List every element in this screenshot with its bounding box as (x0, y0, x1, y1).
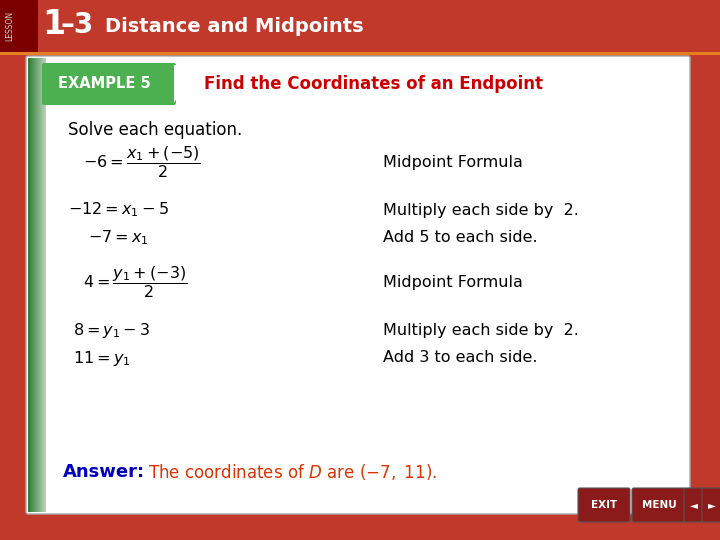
FancyBboxPatch shape (42, 63, 176, 105)
FancyBboxPatch shape (26, 56, 690, 514)
Text: EXAMPLE 5: EXAMPLE 5 (58, 77, 150, 91)
Bar (29, 58, 30, 512)
Bar (33, 58, 34, 512)
FancyBboxPatch shape (684, 488, 704, 522)
Text: LESSON: LESSON (6, 11, 14, 41)
Bar (35, 58, 36, 512)
Bar (28, 58, 29, 512)
Bar (0, 52, 720, 55)
Bar (38, 58, 39, 512)
Polygon shape (174, 65, 196, 103)
FancyBboxPatch shape (632, 488, 686, 522)
Text: Multiply each side by  2.: Multiply each side by 2. (383, 322, 579, 338)
Bar (34, 58, 35, 512)
Text: EXIT: EXIT (591, 500, 617, 510)
Text: $-12 = x_1-5$: $-12 = x_1-5$ (68, 201, 169, 219)
Text: Find the Coordinates of an Endpoint: Find the Coordinates of an Endpoint (204, 75, 543, 93)
Text: Add 5 to each side.: Add 5 to each side. (383, 231, 538, 246)
Text: Midpoint Formula: Midpoint Formula (383, 154, 523, 170)
Bar (39, 58, 40, 512)
Bar (0, 0, 720, 52)
Bar (43, 58, 44, 512)
Text: Midpoint Formula: Midpoint Formula (383, 274, 523, 289)
Bar (42, 58, 43, 512)
Text: Add 3 to each side.: Add 3 to each side. (383, 350, 538, 366)
Text: Distance and Midpoints: Distance and Midpoints (105, 17, 364, 36)
Text: $-6 = \dfrac{x_1+(-5)}{2}$: $-6 = \dfrac{x_1+(-5)}{2}$ (83, 144, 201, 180)
FancyBboxPatch shape (702, 488, 720, 522)
FancyBboxPatch shape (578, 488, 630, 522)
Bar (31, 58, 32, 512)
Text: $8 = y_1-3$: $8 = y_1-3$ (73, 321, 150, 340)
Text: –3: –3 (60, 11, 94, 39)
Bar (36, 58, 37, 512)
Bar (0, 0, 38, 52)
Bar (44, 58, 45, 512)
Text: The coordinates of $D$ are $(-7,\ 11)$.: The coordinates of $D$ are $(-7,\ 11)$. (148, 462, 437, 482)
Text: ►: ► (708, 500, 716, 510)
Text: $11 = y_1$: $11 = y_1$ (73, 348, 130, 368)
Text: Answer:: Answer: (63, 463, 145, 481)
Text: $-7 = x_1$: $-7 = x_1$ (88, 228, 148, 247)
Text: Solve each equation.: Solve each equation. (68, 121, 242, 139)
Text: MENU: MENU (642, 500, 676, 510)
Bar (32, 58, 33, 512)
Bar (41, 58, 42, 512)
Bar (37, 58, 38, 512)
Bar (30, 58, 31, 512)
Bar (40, 58, 41, 512)
Bar (45, 58, 46, 512)
Text: Multiply each side by  2.: Multiply each side by 2. (383, 202, 579, 218)
Text: $4 = \dfrac{y_1+(-3)}{2}$: $4 = \dfrac{y_1+(-3)}{2}$ (83, 264, 188, 300)
Text: 1: 1 (42, 8, 65, 40)
Text: ◄: ◄ (690, 500, 698, 510)
